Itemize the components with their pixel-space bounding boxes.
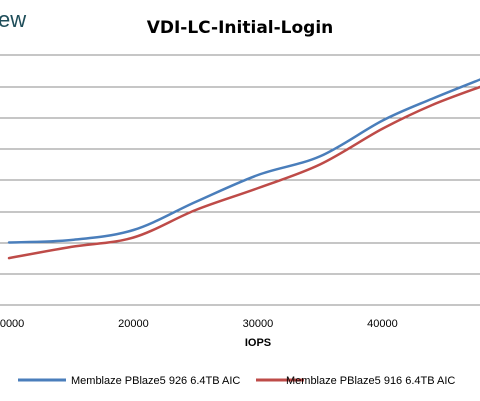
legend: Memblaze PBlaze5 926 6.4TB AIC Memblaze P… xyxy=(18,375,455,387)
x-tick-labels: 10000 20000 30000 40000 xyxy=(0,318,398,330)
legend-label: Memblaze PBlaze5 916 6.4TB AIC xyxy=(286,375,455,387)
gridlines xyxy=(0,54,480,306)
x-tick-label: 30000 xyxy=(243,318,274,330)
series-lines xyxy=(7,78,480,260)
chart-title: VDI-LC-Initial-Login xyxy=(147,18,334,38)
series-line xyxy=(7,78,480,244)
x-tick-label: 10000 xyxy=(0,318,24,330)
logo-text: ew xyxy=(0,7,26,32)
x-tick-label: 40000 xyxy=(367,318,398,330)
legend-label: Memblaze PBlaze5 926 6.4TB AIC xyxy=(71,375,240,387)
x-axis-label: IOPS xyxy=(245,337,271,349)
series-line xyxy=(7,85,480,260)
x-tick-label: 20000 xyxy=(118,318,149,330)
